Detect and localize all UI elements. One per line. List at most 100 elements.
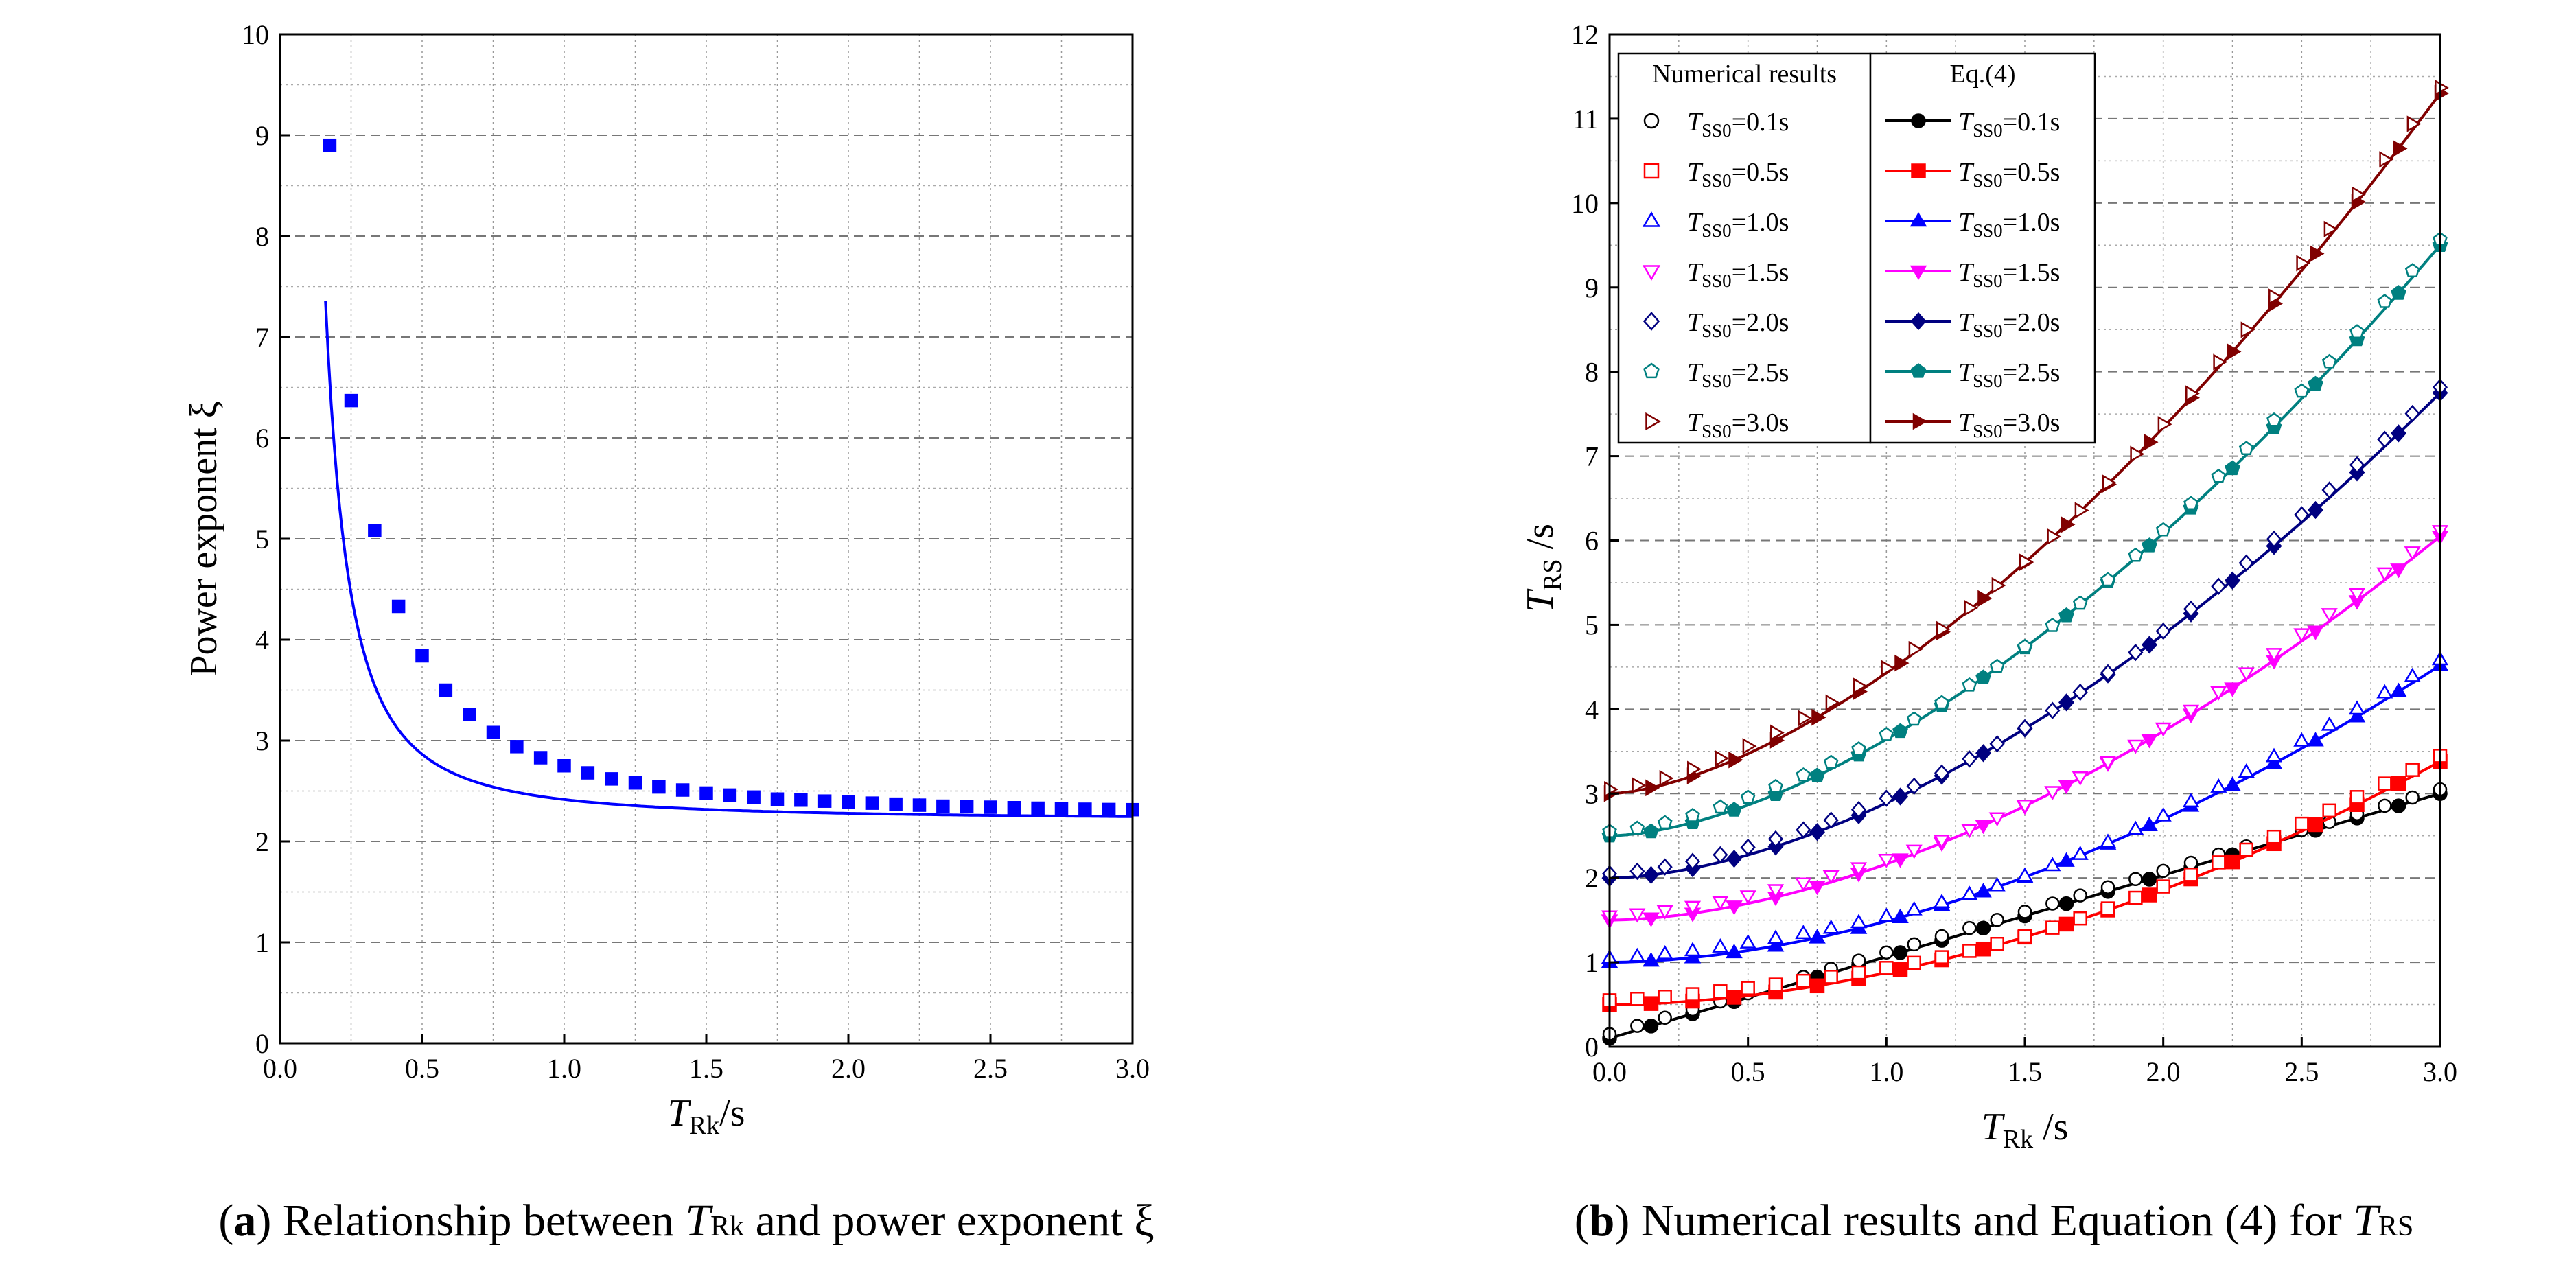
chart-b-caption: (b) Numerical results and Equation (4) f… (1575, 1196, 2414, 1246)
chart-b-num-point (2155, 522, 2171, 537)
chart-b-ytick-label: 1 (1585, 947, 1599, 978)
chart-b-num-point (2044, 786, 2061, 801)
chart-b-eq-point (1975, 820, 1992, 835)
chart-b-legend-label-num: TSS0=3.0s (1687, 408, 1789, 441)
chart-b-num-point (1988, 812, 2006, 827)
chart-a-xtick-label: 3.0 (1115, 1053, 1150, 1084)
chart-b-legend-label-eq: TSS0=3.0s (1958, 408, 2060, 441)
chart-b-eq-point (1767, 937, 1785, 952)
chart-b-num-point (2377, 294, 2393, 308)
chart-b-eq-point (2058, 607, 2074, 623)
chart-b-num-point (2404, 546, 2421, 561)
chart-b-eq-point (2142, 636, 2157, 654)
chart-a-point (1078, 802, 1092, 816)
chart-b-num-point (2212, 855, 2226, 870)
chart-b-num-point (1908, 640, 1923, 658)
chart-b-eq-point (1809, 978, 1825, 994)
chart-a-ytick-label: 5 (255, 524, 269, 555)
chart-b-num-point (2213, 353, 2228, 371)
chart-b-num-point (2102, 474, 2117, 491)
chart-b-eq-point (1643, 952, 1660, 967)
chart-b-legend-title-eq: Eq.(4) (1949, 60, 2015, 89)
chart-b-ytick-label: 10 (1571, 188, 1599, 219)
chart-b-num-point (1905, 900, 1923, 916)
chart-a-xlabel: TRk/s (668, 1092, 745, 1140)
chart-b-num-point (1906, 711, 1922, 726)
chart-b-eq-point (2308, 375, 2323, 391)
chart-b-eq-point (2307, 625, 2324, 640)
chart-b-num-point (2293, 732, 2310, 747)
chart-b-eq-point (2227, 343, 2242, 360)
chart-b-num-point (1990, 937, 2004, 951)
chart-b-eq-point (2225, 854, 2240, 870)
chart-b-num-point (1629, 947, 1646, 962)
chart-b-num-point (2238, 667, 2255, 682)
chart-b-num-point (2210, 686, 2227, 701)
chart-b-eq-point (1643, 996, 1659, 1011)
chart-b-eq-point (2225, 460, 2240, 476)
chart-b-num-point (2045, 701, 2061, 719)
chart-b-ytick-label: 4 (1585, 694, 1599, 725)
chart-b-num-point (2404, 404, 2420, 423)
chart-a-ytick-label: 1 (255, 927, 269, 958)
chart-b-num-point (1629, 908, 1646, 923)
chart-a-ytick-label: 10 (242, 19, 269, 50)
chart-a-point (794, 793, 808, 807)
chart-a-point (936, 799, 950, 813)
chart-b-num-point (1851, 965, 1866, 980)
chart-b-num-point (2183, 868, 2198, 882)
chart-b-num-point (1713, 799, 1728, 814)
chart-b-eq-point (1726, 943, 1743, 959)
chart-b-num-point (1823, 811, 1839, 829)
chart-b-eq-point (2348, 708, 2366, 723)
chart-b-eq-point (2391, 776, 2406, 791)
chart-b-num-point (2266, 829, 2282, 844)
chart-b-num-point (1630, 1019, 1645, 1033)
chart-b-legend-marker-num (1642, 265, 1661, 281)
chart-b-num-point (2210, 778, 2227, 793)
chart-a-point (723, 788, 737, 802)
chart-b-num-point (2321, 608, 2338, 623)
chart-b-eq-point (1894, 654, 1910, 672)
chart-b-num-point (1991, 577, 2006, 594)
chart-b-num-point (2157, 416, 2172, 433)
chart-a-point (605, 772, 618, 786)
chart-b-num-point (2321, 353, 2337, 369)
chart-b-num-point (2322, 803, 2336, 818)
chart-b-caption-pre: Numerical results and Equation (4) for (1641, 1196, 2353, 1246)
chart-b-num-point (1684, 900, 1702, 916)
chart-b-legend-marker-num (1643, 163, 1660, 179)
chart-b-num-point (1796, 821, 1811, 839)
chart-b-num-point (1823, 754, 1839, 769)
chart-a-point (368, 524, 382, 537)
chart-b-num-point (1851, 953, 1866, 968)
chart-b-eq-point (1977, 590, 1993, 607)
chart-b-ylabel-sub: RS (1538, 559, 1567, 590)
chart-b-eq-point (2310, 245, 2325, 262)
chart-b-legend-marker-num (1643, 362, 1660, 379)
chart-b-num-point (1850, 800, 1867, 819)
chart-a-xtick-label: 0.5 (405, 1053, 439, 1084)
chart-a-series-line (324, 301, 1133, 818)
chart-b-xtick-label: 2.0 (2146, 1056, 2181, 1087)
chart-b-num-point (1934, 950, 1949, 964)
chart-a-point (439, 683, 453, 697)
chart-b-eq-point (2224, 776, 2241, 791)
chart-b-num-point (1934, 695, 1949, 710)
chart-b-num-point (2405, 790, 2420, 805)
chart-b-num-point (1850, 862, 1868, 877)
chart-a-xtick-label: 2.0 (831, 1053, 866, 1084)
chart-b-num-point (1656, 905, 1673, 920)
chart-b-num-point (2404, 667, 2421, 682)
chart-b-legend-marker-eq (1910, 265, 1927, 280)
chart-b-num-point (2378, 798, 2392, 813)
chart-b-eq-point (2058, 693, 2074, 712)
chart-b-num-point (1822, 919, 1840, 934)
chart-b-num-point (2294, 506, 2310, 524)
chart-b-num-point (1964, 599, 1979, 616)
chart-b-num-point (2349, 790, 2365, 804)
chart-b-num-point (1739, 890, 1756, 905)
chart-b-eq-point (2142, 537, 2157, 553)
chart-b-num-point (1851, 741, 1866, 756)
